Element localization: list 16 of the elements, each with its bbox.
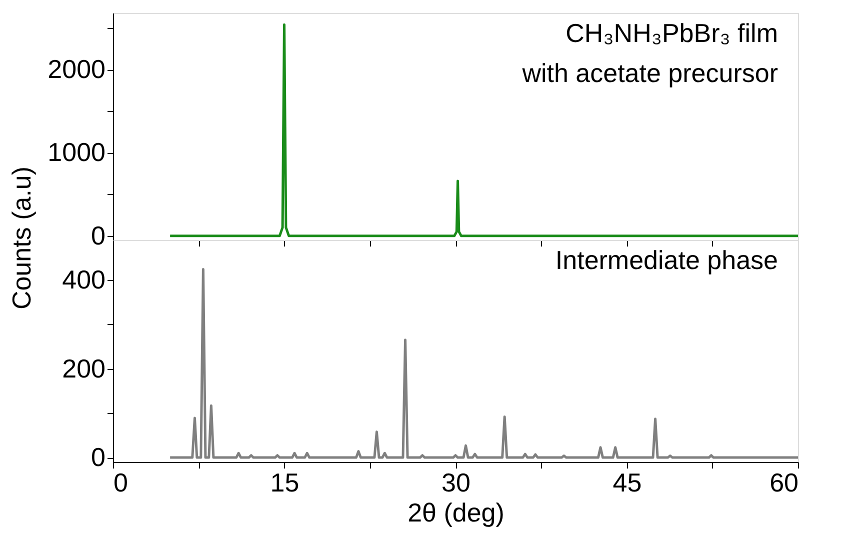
x-tick-label: 0 [114, 468, 128, 498]
x-axis-title: 2θ (deg) [408, 498, 504, 528]
y-tick-label: 0 [91, 220, 106, 250]
x-tick-label: 15 [270, 468, 300, 498]
x-tick-label: 30 [442, 468, 470, 498]
y-tick-label: 1000 [48, 137, 106, 168]
line-series [168, 23, 800, 238]
y-axis-title: Counts (a.u) [6, 166, 37, 310]
text: Intermediate phase [555, 245, 778, 275]
y-tick-label: 200 [62, 353, 106, 384]
y-tick-label: 400 [62, 264, 106, 294]
y-tick-label: 2000 [48, 54, 106, 84]
x-tick-label: 60 [770, 468, 798, 498]
text: CH₃NH₃PbBr₃ film with acetate precursor [521, 18, 778, 88]
y-tick-label: 0 [91, 442, 106, 472]
x-tick-label: 45 [612, 468, 642, 498]
